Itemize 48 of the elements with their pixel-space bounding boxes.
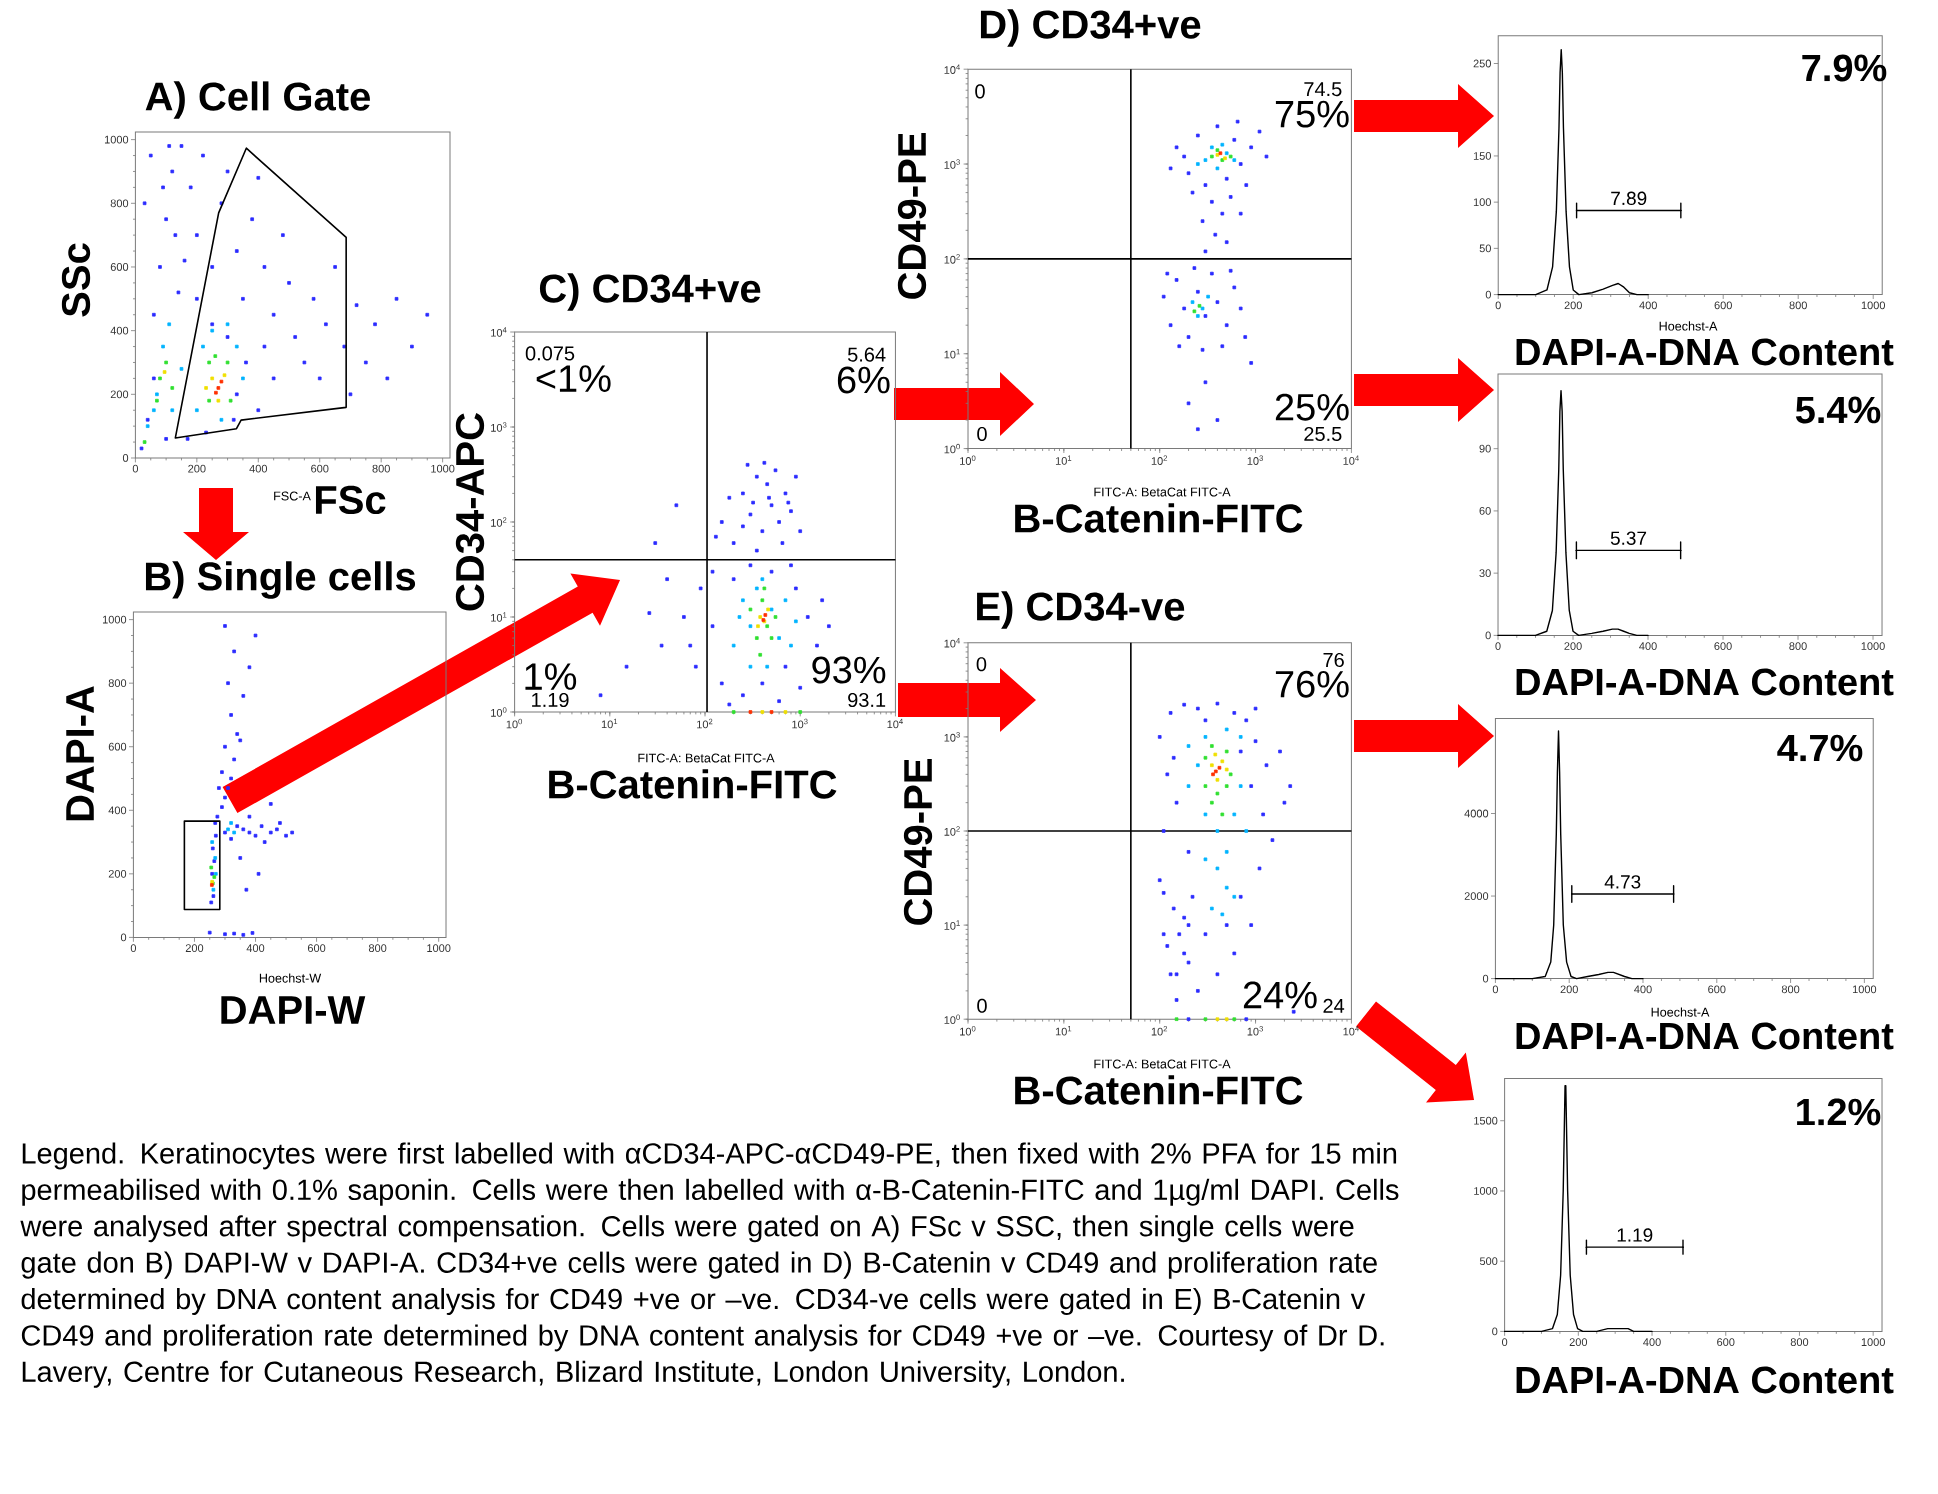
annotation: 93.1 [848, 692, 886, 708]
annotation: 75% [1275, 100, 1349, 128]
chart-title: A) Cell Gate [145, 81, 370, 119]
y-axis-title: CD34-APC [455, 413, 485, 611]
annotation: 25.5 [1304, 426, 1342, 442]
x-axis-title: FSc [315, 485, 386, 515]
y-axis-title: DAPI-A [66, 686, 94, 821]
y-axis-title: CD49-PE [903, 759, 933, 925]
x-axis-title: DAPI-A-DNA Content [1516, 1022, 1894, 1050]
chart-title: C) CD34+ve [539, 273, 761, 311]
x-axis-title: DAPI-A-DNA Content [1516, 338, 1894, 366]
annotation: 0 [975, 84, 985, 99]
chart-title: D) CD34+ve [980, 9, 1201, 47]
annotation: 24% [1243, 981, 1317, 1009]
y-axis-title: CD49-PE [897, 133, 927, 299]
annotation: 24 [1323, 998, 1345, 1013]
annotation: 7.9% [1802, 54, 1887, 82]
annotation: 0 [977, 998, 987, 1013]
annotation: 0 [976, 657, 987, 672]
text: Legend. Keratinocytes were first labelled with αCD34-APC-αCD49-PE, then fixed with 2% PFA for 15 min permeabilised with 0.1% saponin. Cells were then labelled with α-B-Catenin-FITC and 1µg/ml DAPI. Cells were analysed after spectral compensation. Cells were gated on A) FSc v SSC, then single cells were gate don B) DAPI-W v DAPI-A. CD34+ve cells were gated in D) B-Catenin v CD49 and proliferation rate determined by DNA content analysis for CD49 +ve or –ve. CD34-ve cells were gated in E) B-Catenin v CD49 and proliferation rate determined by DNA content analysis for CD49 +ve or –ve. Courtesy of Dr D. Lavery, Centre for Cutaneous Research, Blizard Institute, London University, London. [20, 1142, 1399, 1388]
annotation: 0 [977, 426, 987, 442]
annotation: 0.075 [525, 346, 575, 361]
chart-title: B) Single cells [145, 561, 416, 599]
annotation: 1.19 [532, 692, 569, 708]
annotation: 93% [812, 656, 886, 684]
annotation: 4.7% [1777, 734, 1863, 762]
x-axis-title: DAPI-W [221, 996, 366, 1024]
annotation: <1% [536, 365, 611, 392]
annotation: 5.64 [847, 347, 886, 362]
annotation: 5.37 [1610, 531, 1647, 545]
x-axis-title: DAPI-A-DNA Content [1516, 668, 1894, 696]
annotation: 1.2% [1797, 1098, 1881, 1126]
x-axis-title: B-Catenin-FITC [1015, 503, 1303, 533]
x-axis-title: B-Catenin-FITC [549, 769, 837, 799]
chart-title: E) CD34-ve [977, 591, 1185, 629]
annotation: 1.19 [1617, 1228, 1653, 1242]
x-axis-title: DAPI-A-DNA Content [1516, 1366, 1894, 1394]
annotation: 76 [1323, 652, 1344, 668]
annotation: 6% [837, 366, 890, 394]
annotation: 74.5 [1304, 82, 1342, 97]
annotation: 7.89 [1611, 191, 1647, 206]
annotation: 1% [525, 663, 577, 690]
annotation: 76% [1275, 670, 1349, 698]
annotation: 25% [1275, 393, 1349, 421]
annotation: 5.4% [1795, 396, 1881, 424]
y-axis-title: SSc [61, 243, 91, 317]
annotation: 4.73 [1604, 875, 1641, 889]
x-axis-title: B-Catenin-FITC [1015, 1075, 1303, 1105]
